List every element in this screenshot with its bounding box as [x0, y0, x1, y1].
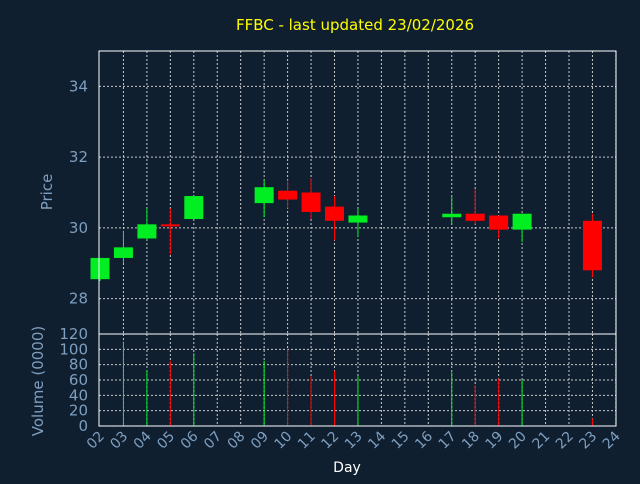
price-tick-label: 30: [69, 219, 88, 237]
volume-bars: [122, 341, 593, 426]
volume-tick-label: 20: [69, 402, 88, 420]
price-tick-label: 32: [69, 148, 88, 166]
volume-axis-label: Volume (0000): [29, 326, 47, 436]
candle-body: [301, 192, 321, 212]
candle-body: [348, 215, 368, 223]
x-tick-label: 03: [107, 429, 131, 453]
x-axis-label: Day: [333, 460, 361, 476]
price-tick-label: 34: [69, 77, 88, 95]
x-tick-label: 10: [272, 429, 296, 453]
volume-plot-frame: [98, 333, 617, 427]
candle-body: [160, 224, 180, 227]
candle-body: [465, 213, 485, 221]
price-axis-label: Price: [38, 174, 56, 211]
x-tick-label: 15: [389, 429, 413, 453]
x-tick-label: 21: [529, 429, 553, 453]
x-tick-label: 08: [225, 429, 249, 453]
x-tick-label: 22: [553, 429, 577, 453]
volume-tick-label: 0: [78, 417, 88, 435]
volume-tick-label: 120: [59, 325, 88, 343]
candle-body: [113, 247, 133, 258]
x-tick-label: 16: [412, 428, 436, 452]
x-tick-label: 04: [131, 428, 155, 452]
price-y-ticks: 28 30 32 34: [69, 77, 88, 307]
x-tick-label: 11: [295, 429, 319, 453]
x-tick-label: 07: [201, 429, 225, 453]
price-grid: [99, 51, 617, 334]
candle-body: [489, 215, 509, 230]
candle-body: [137, 224, 157, 239]
x-tick-label: 13: [342, 429, 366, 453]
volume-tick-label: 100: [59, 340, 88, 358]
candle-body: [90, 257, 110, 280]
x-tick-label: 12: [318, 429, 342, 453]
x-tick-label: 17: [436, 429, 460, 453]
volume-tick-label: 40: [69, 386, 88, 404]
candle-body: [278, 190, 298, 200]
x-tick-label: 19: [483, 429, 507, 453]
price-candles: [90, 178, 602, 281]
x-tick-label: 24: [600, 428, 624, 452]
x-tick-label: 18: [459, 429, 483, 453]
x-tick-label: 06: [178, 428, 202, 452]
candle-body: [325, 206, 344, 221]
x-tick-label: 23: [576, 429, 600, 453]
x-ticks: 02 03 04 05 06 07 08 09 10 11 12 13 14 15 16 17 18 19 20 21…: [84, 428, 624, 452]
candle-body: [254, 187, 274, 204]
candle-body: [582, 220, 602, 271]
candle-body: [512, 213, 532, 230]
volume-tick-label: 60: [69, 371, 88, 389]
x-tick-label: 14: [365, 428, 389, 452]
candle-body: [184, 196, 204, 220]
price-tick-label: 28: [69, 290, 88, 308]
x-tick-label: 05: [154, 429, 178, 453]
x-tick-label: 09: [248, 429, 272, 453]
chart-title: FFBC - last updated 23/02/2026: [236, 16, 474, 34]
volume-tick-label: 80: [69, 356, 88, 374]
x-tick-label: 20: [506, 429, 530, 453]
candle-body: [442, 213, 462, 218]
